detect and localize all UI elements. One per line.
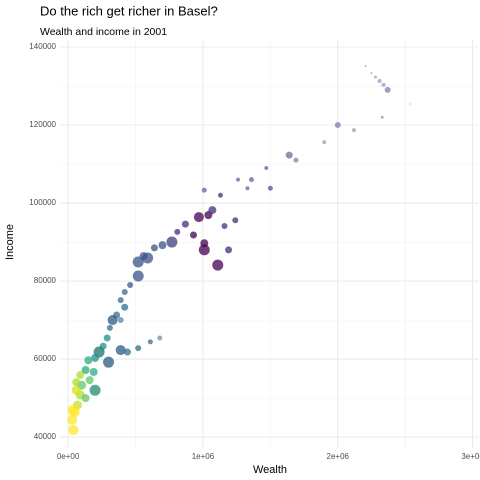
point — [103, 334, 111, 342]
point — [89, 367, 98, 376]
x-tick-label: 1e+06 — [192, 452, 215, 461]
point — [322, 140, 327, 145]
point — [106, 324, 113, 331]
point — [121, 303, 129, 311]
point — [181, 220, 189, 228]
point — [235, 177, 240, 182]
point — [71, 385, 81, 395]
point — [67, 405, 78, 416]
point — [370, 72, 373, 75]
point — [380, 115, 384, 119]
point — [89, 384, 101, 396]
x-axis-label: Wealth — [253, 464, 287, 476]
point — [150, 244, 158, 252]
y-tick-label: 40000 — [34, 432, 57, 441]
point — [384, 86, 391, 93]
point — [381, 82, 386, 87]
point — [127, 281, 134, 288]
point — [121, 288, 128, 295]
point — [107, 315, 118, 326]
point — [147, 339, 153, 345]
point — [245, 186, 250, 191]
y-tick-label: 60000 — [34, 354, 57, 363]
y-tick-label: 100000 — [29, 198, 56, 207]
x-tick-label: 3e+06 — [461, 452, 480, 461]
point — [232, 217, 239, 224]
point — [72, 378, 81, 387]
point — [68, 425, 79, 436]
point — [81, 394, 90, 403]
point — [293, 157, 299, 163]
point — [267, 185, 273, 191]
point — [374, 75, 378, 79]
point — [84, 356, 93, 365]
point — [157, 335, 163, 341]
point — [201, 187, 207, 193]
point — [117, 297, 124, 304]
point — [225, 246, 233, 254]
point — [264, 165, 269, 170]
y-tick-label: 120000 — [29, 120, 56, 129]
point — [91, 353, 100, 362]
y-axis-label: Income — [4, 224, 16, 260]
point — [117, 317, 124, 324]
chart-subtitle: Wealth and income in 2001 — [40, 26, 167, 38]
x-tick-label: 0e+00 — [57, 452, 80, 461]
point — [142, 252, 154, 264]
point — [193, 212, 204, 223]
point — [377, 78, 382, 83]
point — [208, 206, 217, 215]
point — [166, 236, 178, 248]
point — [221, 223, 228, 230]
y-tick-label: 80000 — [34, 276, 57, 285]
point — [132, 270, 144, 282]
point — [158, 241, 167, 250]
x-tick-label: 2e+06 — [327, 452, 350, 461]
point — [189, 231, 197, 239]
point — [103, 356, 115, 368]
chart-title: Do the rich get richer in Basel? — [40, 3, 218, 18]
point — [409, 102, 412, 105]
point — [123, 348, 131, 356]
point — [364, 65, 367, 68]
point — [248, 177, 254, 183]
point — [85, 376, 94, 385]
point — [217, 192, 223, 198]
point — [198, 244, 210, 256]
y-tick-label: 140000 — [29, 42, 56, 51]
point — [334, 122, 341, 129]
point — [81, 365, 90, 374]
point — [212, 259, 224, 271]
point — [132, 256, 144, 268]
point — [76, 371, 85, 380]
point — [285, 151, 293, 159]
point — [351, 128, 356, 133]
point — [135, 345, 142, 352]
point — [67, 414, 78, 425]
point — [115, 345, 126, 356]
point — [174, 228, 181, 235]
